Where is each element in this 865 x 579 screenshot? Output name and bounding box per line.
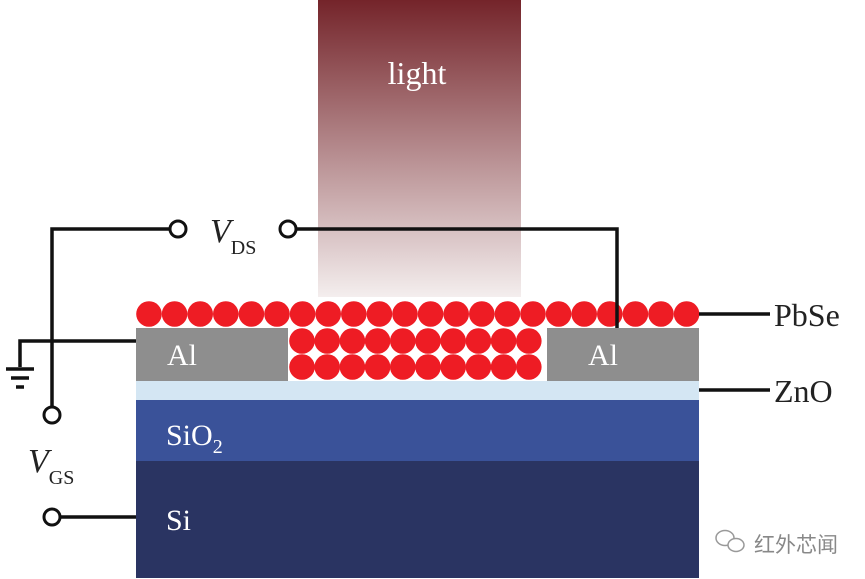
pbse-dot (187, 301, 213, 327)
pbse-dot (440, 354, 467, 380)
pbse-dot (516, 328, 542, 354)
pbse-dot (314, 354, 341, 380)
pbse-dot (136, 301, 162, 327)
pbse-dot (314, 328, 341, 354)
si-label: Si (166, 504, 191, 537)
sio2-label: SiO2 (166, 419, 223, 458)
pbse-dot (545, 301, 572, 327)
pbse-dot (264, 301, 290, 327)
vds-sub: DS (231, 237, 257, 259)
pbse-dot (366, 301, 393, 327)
pbse-dot (490, 328, 517, 354)
vds-terminal-left (168, 219, 188, 239)
watermark-text: 红外芯闻 (754, 533, 838, 557)
sio2-layer (136, 400, 699, 461)
al-left-label: Al (167, 339, 197, 372)
pbse-dot (238, 301, 265, 327)
pbse-dot (440, 328, 467, 354)
pbse-dot (161, 301, 188, 327)
pbse-label: PbSe (774, 297, 840, 333)
ground-symbol-icon (6, 367, 34, 389)
al-right-electrode (547, 328, 699, 381)
pbse-dot (390, 354, 416, 380)
pbse-dot (571, 301, 597, 327)
pbse-dot (339, 328, 366, 354)
pbse-dot (465, 328, 492, 354)
circuit-wires (18, 227, 770, 519)
zno-label: ZnO (774, 373, 833, 409)
pbse-dot (622, 301, 649, 327)
vgs-label: VGS (28, 443, 74, 489)
pbse-dot (597, 301, 623, 327)
pbse-dot (213, 301, 239, 327)
al-left-electrode (136, 328, 288, 381)
al-right-label: Al (588, 339, 618, 372)
pbse-dot (289, 301, 316, 327)
pbse-dot (415, 328, 441, 354)
pbse-dot (443, 301, 470, 327)
pbse-dot (289, 354, 315, 380)
pbse-dot (341, 301, 367, 327)
vgs-terminal-top (42, 405, 62, 425)
pbse-dot (673, 301, 700, 327)
pbse-dot (364, 354, 391, 380)
light-beam (318, 0, 521, 297)
zno-layer (136, 381, 699, 400)
pbse-dot (289, 328, 315, 354)
pbse-dot (490, 354, 517, 380)
vgs-sub: GS (49, 467, 75, 489)
pbse-dot (494, 301, 521, 327)
pbse-quantum-dots (136, 301, 700, 380)
sio2-main: SiO (166, 419, 213, 452)
pbse-dot (339, 354, 366, 380)
pbse-dot (390, 328, 416, 354)
vds-terminal-right (278, 219, 298, 239)
pbse-dot (516, 354, 542, 380)
pbse-dot (417, 301, 444, 327)
pbse-dot (392, 301, 418, 327)
light-label: light (388, 55, 447, 91)
vds-label: VDS (210, 213, 256, 259)
wechat-icon (715, 529, 745, 553)
vgs-terminal-bottom (42, 507, 62, 527)
sio2-sub: 2 (213, 436, 223, 458)
pbse-dot (364, 328, 391, 354)
pbse-dot (415, 354, 441, 380)
pbse-dot (520, 301, 546, 327)
pbse-dot (465, 354, 492, 380)
si-layer (136, 461, 699, 578)
pbse-dot (648, 301, 674, 327)
pbse-dot (315, 301, 342, 327)
pbse-dot (469, 301, 495, 327)
